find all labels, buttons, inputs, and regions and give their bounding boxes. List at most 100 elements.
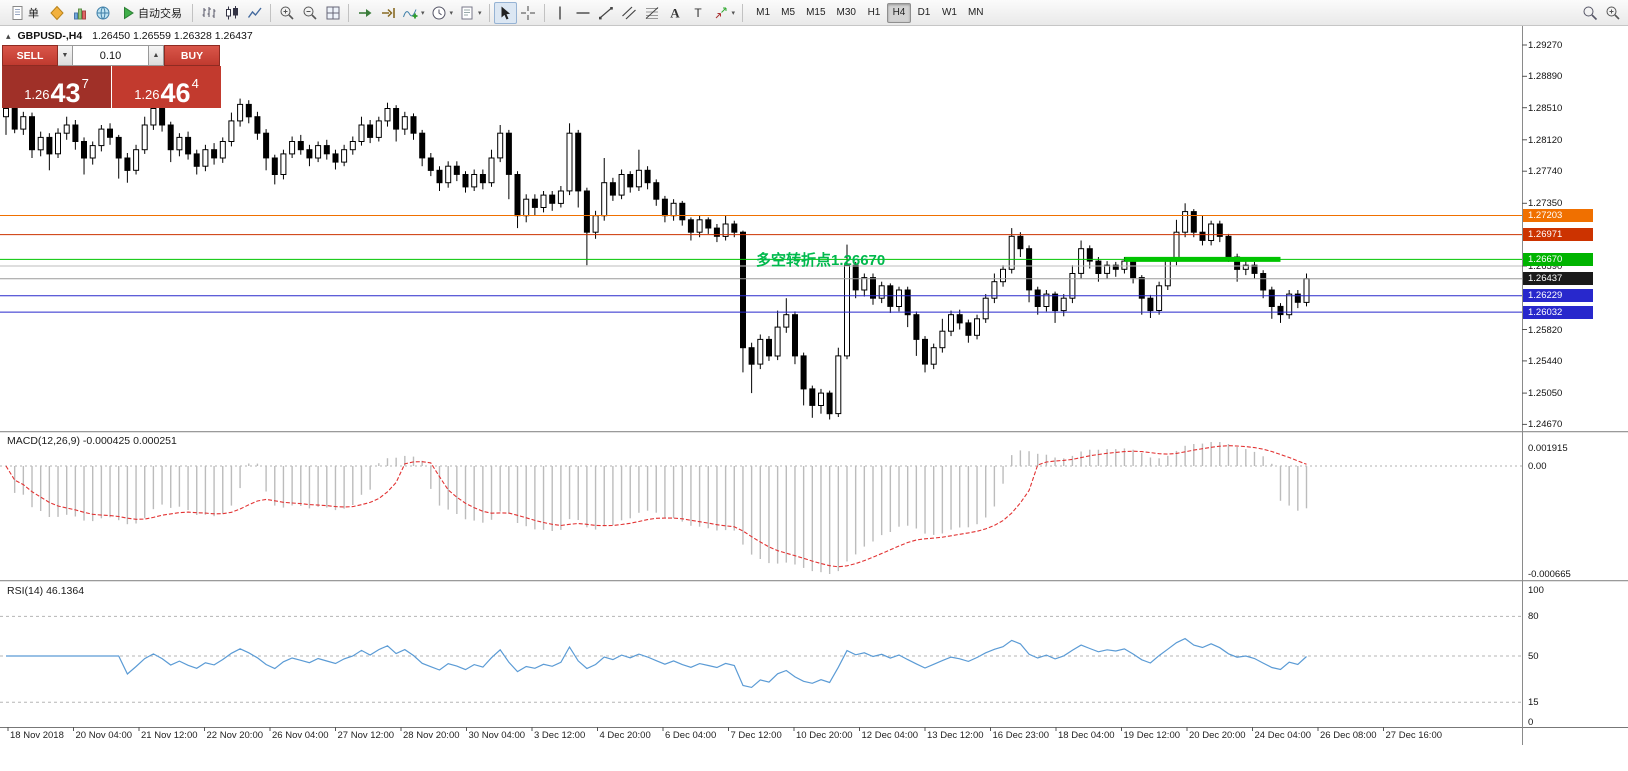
price-badge: 1.26229: [1523, 289, 1593, 303]
template-icon: [459, 5, 475, 21]
chart-ohlc-values: 1.26450 1.26559 1.26328 1.26437: [92, 30, 253, 42]
time-axis-label: 7 Dec 12:00: [730, 730, 782, 741]
text-button[interactable]: A: [664, 2, 687, 24]
zoom-in-button[interactable]: [275, 2, 298, 24]
bar-chart-button[interactable]: [197, 2, 220, 24]
crosshair-icon: [520, 5, 536, 21]
toolbar-separator: [192, 3, 193, 22]
grid-icon: [325, 5, 341, 21]
collapse-panel-icon[interactable]: ▴: [6, 31, 11, 41]
timeframe-m1[interactable]: M1: [756, 7, 771, 18]
timeframe-mn[interactable]: MN: [967, 7, 984, 18]
sell-button[interactable]: SELL: [2, 45, 58, 66]
toolbar-separator: [543, 3, 545, 22]
candlestick-chart-button[interactable]: [220, 2, 243, 24]
tile-windows-button[interactable]: [321, 2, 344, 24]
label-icon: T: [690, 5, 706, 21]
caret-down-icon: ▾: [449, 9, 454, 17]
buy-quote-button[interactable]: 1.26 46 4: [112, 66, 221, 108]
autotrading-button-label: 自动交易: [138, 7, 182, 20]
trendline-icon: [598, 5, 614, 21]
buy-button[interactable]: BUY: [164, 45, 220, 66]
buy-price-big: 46: [160, 78, 191, 109]
price-axis-label: 1.25820: [1528, 324, 1563, 336]
play-icon: [120, 5, 136, 21]
zoom-out-button[interactable]: [298, 2, 321, 24]
pivot-annotation-text[interactable]: 多空转折点1.26670: [756, 252, 886, 269]
price-badge: 1.26971: [1523, 228, 1593, 242]
chart-shift-button[interactable]: [376, 2, 399, 24]
vertical-line-button[interactable]: [549, 2, 572, 24]
timeframe-m15[interactable]: M15: [806, 7, 826, 18]
horizontal-line-button[interactable]: [572, 2, 595, 24]
price-axis-label: 1.26590: [1528, 261, 1563, 272]
new-order-button-label: 单: [28, 7, 39, 20]
auto-scroll-button[interactable]: [353, 2, 376, 24]
clock-icon: [431, 5, 447, 21]
cursor-button[interactable]: [493, 1, 517, 24]
caret-down-icon: ▾: [731, 9, 736, 17]
zoomin-icon: [279, 5, 295, 21]
symbol-zoom-button[interactable]: [1601, 2, 1624, 24]
equidistant-channel-button[interactable]: [618, 2, 641, 24]
price-axis-label: 1.27350: [1528, 198, 1563, 210]
toolbar-separator: [348, 3, 349, 22]
time-axis-label: 18 Dec 04:00: [1058, 730, 1115, 741]
sell-quote-button[interactable]: 1.26 43 7: [2, 66, 111, 108]
time-axis-label: 18 Nov 2018: [10, 730, 64, 741]
timeframe-w1[interactable]: W1: [941, 7, 957, 18]
crosshair-button[interactable]: [517, 2, 540, 24]
rsi-axis-label: 15: [1528, 697, 1539, 709]
line-chart-button[interactable]: [243, 2, 266, 24]
timeframe-toolbar: M1 M5 M15 M30 H1 H4 D1 W1 MN: [751, 2, 988, 23]
trendline-button[interactable]: [595, 2, 618, 24]
time-axis-label: 24 Dec 04:00: [1254, 730, 1312, 741]
timeframe-h4[interactable]: H4: [886, 2, 911, 23]
indicators-button[interactable]: ▾: [399, 2, 428, 24]
timeframe-m30[interactable]: M30: [836, 7, 856, 18]
indplus-icon: [402, 5, 418, 21]
caret-down-icon: ▾: [478, 9, 482, 17]
time-axis-label: 27 Nov 12:00: [337, 730, 395, 741]
timeframe-m5[interactable]: M5: [781, 7, 796, 18]
price-axis-label: 1.25440: [1528, 355, 1563, 367]
price-badge: 1.26670: [1523, 252, 1593, 266]
toolbar-separator: [742, 3, 744, 22]
periods-button[interactable]: ▾: [428, 2, 457, 24]
timeframe-h1[interactable]: H1: [867, 7, 881, 18]
new-order-button[interactable]: 单: [4, 2, 45, 24]
macd-histogram: [13, 442, 1308, 574]
search-button[interactable]: [1578, 2, 1601, 24]
data-window-button[interactable]: [68, 2, 91, 24]
timeframe-d1[interactable]: D1: [917, 7, 931, 18]
arrows-icon: [713, 5, 729, 21]
cursor-icon: [497, 5, 513, 21]
linechart-icon: [247, 5, 263, 21]
fibonacci-button[interactable]: [641, 2, 664, 24]
globe-icon: [95, 5, 111, 21]
volume-decrease-button[interactable]: ▼: [58, 45, 73, 66]
autotrading-button[interactable]: 自动交易: [114, 2, 188, 24]
sell-price-small: 1.26: [24, 87, 50, 102]
volume-increase-button[interactable]: ▲: [149, 45, 164, 66]
channel-icon: [621, 5, 637, 21]
time-axis-label: 4 Dec 20:00: [599, 730, 651, 741]
navigator-button[interactable]: [91, 2, 114, 24]
macd-axis-label: 0.00: [1528, 461, 1547, 472]
market-watch-button[interactable]: [45, 2, 68, 24]
macd-axis-label: 0.001915: [1528, 443, 1568, 454]
buy-price-sup: 4: [191, 76, 199, 91]
sell-price-sup: 7: [81, 76, 89, 91]
chart-title: ▴ GBPUSD-,H4 1.26450 1.26559 1.26328 1.2…: [6, 30, 253, 42]
fibo-icon: [644, 5, 660, 21]
time-axis-label: 16 Dec 23:00: [992, 730, 1050, 741]
text-label-button[interactable]: T: [687, 2, 710, 24]
arrows-button[interactable]: ▾: [710, 2, 739, 24]
macd-indicator-header: MACD(12,26,9) -0.000425 0.000251: [7, 435, 177, 447]
time-axis-label: 26 Nov 04:00: [272, 730, 329, 741]
volume-input[interactable]: [73, 45, 149, 66]
macd-axis-label: -0.000665: [1528, 569, 1571, 580]
templates-button[interactable]: ▾: [456, 2, 485, 24]
